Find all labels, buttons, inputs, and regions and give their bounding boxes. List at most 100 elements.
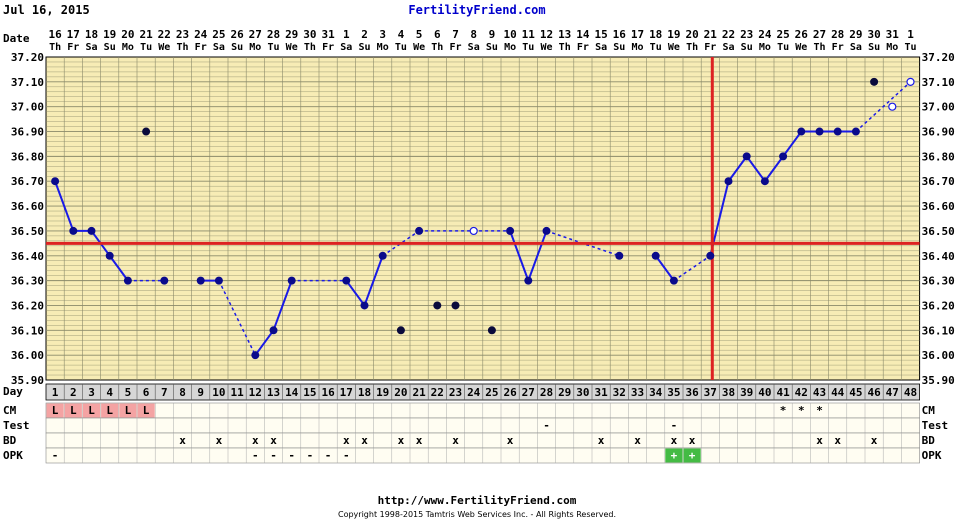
y-axis-left: 35.90 36.00 36.10 36.20 36.30 36.40 36.50 36.60… bbox=[11, 51, 44, 387]
temp-line-segment bbox=[764, 155, 784, 182]
row-cm-cell: L bbox=[70, 404, 77, 417]
row-cm-cell-highlight bbox=[101, 403, 119, 418]
weekday-label: Sa bbox=[468, 42, 480, 53]
temp-point-discarded bbox=[451, 301, 460, 310]
temp-point-discarded bbox=[142, 127, 151, 136]
date-label: 31 bbox=[886, 28, 900, 41]
cycle-day-label: 46 bbox=[867, 386, 881, 399]
footer-copyright: Copyright 1998-2015 Tamtris Web Services… bbox=[338, 510, 616, 519]
row-opk-cell: - bbox=[52, 449, 59, 462]
weekday-label: Su bbox=[613, 42, 625, 53]
row-cm-cell: L bbox=[143, 404, 150, 417]
cycle-day-label: 21 bbox=[412, 386, 426, 399]
date-label: 18 bbox=[85, 28, 98, 41]
weekday-label: Mo bbox=[759, 42, 771, 53]
cycle-day-label: 11 bbox=[230, 386, 244, 399]
temp-line-segment bbox=[54, 180, 75, 232]
row-bd-cell: x bbox=[270, 434, 277, 447]
cycle-day-label: 38 bbox=[722, 386, 735, 399]
cycle-day-label: 25 bbox=[485, 386, 498, 399]
y-tick-label: 36.50 bbox=[11, 225, 44, 238]
temp-point bbox=[742, 152, 751, 161]
weekday-label: We bbox=[795, 42, 807, 53]
cycle-day-label: 10 bbox=[212, 386, 225, 399]
date-label: 4 bbox=[398, 28, 405, 41]
cycle-day-label: 24 bbox=[467, 386, 481, 399]
cycle-day-label: 14 bbox=[285, 386, 299, 399]
row-bd-cell: x bbox=[252, 434, 259, 447]
y-tick-label: 36.80 bbox=[11, 150, 44, 163]
weekday-label: We bbox=[413, 42, 425, 53]
weekday-label: Fr bbox=[195, 42, 207, 53]
y-tick-label: 36.90 bbox=[11, 126, 44, 139]
cycle-day-label: 6 bbox=[143, 386, 150, 399]
date-label: 24 bbox=[758, 28, 772, 41]
date-label: 1 bbox=[343, 28, 350, 41]
y-axis-right: 35.90 36.00 36.10 36.20 36.30 36.40 36.50 36.60… bbox=[922, 51, 955, 387]
row-cm-cell-highlight bbox=[137, 403, 155, 418]
y-tick-label-right: 36.70 bbox=[922, 175, 955, 188]
date-label: 28 bbox=[831, 28, 844, 41]
weekday-label: Tu bbox=[904, 42, 916, 53]
cycle-day-label: 37 bbox=[704, 386, 717, 399]
day-row-label: Day bbox=[3, 385, 23, 398]
row-bd-cell: x bbox=[871, 434, 878, 447]
date-label: 20 bbox=[121, 28, 134, 41]
y-tick-label-right: 37.00 bbox=[922, 101, 955, 114]
temp-line-segment bbox=[509, 230, 530, 281]
row-bd-label: BD bbox=[3, 434, 17, 447]
row-bd-cell: x bbox=[398, 434, 405, 447]
temp-point bbox=[51, 177, 60, 186]
cycle-day-label: 5 bbox=[125, 386, 132, 399]
weekday-label: Th bbox=[813, 42, 825, 53]
row-opk-cell: - bbox=[252, 449, 259, 462]
temperature-points bbox=[51, 77, 915, 360]
date-label: 22 bbox=[722, 28, 735, 41]
date-label: 30 bbox=[303, 28, 316, 41]
cycle-day-label: 1 bbox=[52, 386, 59, 399]
cycle-day-label: 3 bbox=[88, 386, 95, 399]
weekday-label: Sa bbox=[850, 42, 862, 53]
row-opk-cell: + bbox=[671, 449, 678, 462]
temp-point bbox=[160, 276, 169, 285]
cycle-day-label: 16 bbox=[321, 386, 335, 399]
row-test-cell: - bbox=[671, 419, 678, 432]
plot-area bbox=[45, 56, 921, 381]
weekday-label: Su bbox=[741, 42, 753, 53]
temp-point-open bbox=[906, 77, 915, 86]
row-opk-cell: - bbox=[307, 449, 314, 462]
weekday-label: Th bbox=[559, 42, 571, 53]
date-label: 7 bbox=[452, 28, 459, 41]
temp-point bbox=[69, 226, 78, 235]
date-label: 17 bbox=[67, 28, 80, 41]
cycle-day-label: 31 bbox=[594, 386, 608, 399]
temp-gap-segment bbox=[673, 255, 711, 282]
row-opk-cell: - bbox=[288, 449, 295, 462]
y-tick-label-right: 36.40 bbox=[922, 250, 955, 263]
row-cm-cell: * bbox=[816, 404, 823, 417]
y-tick-label-right: 36.30 bbox=[922, 275, 955, 288]
temp-point bbox=[378, 251, 387, 260]
row-opk-cell: - bbox=[270, 449, 277, 462]
temp-line-segment bbox=[727, 155, 748, 182]
cycle-day-row: 1 2 3 4 5 6 7 8 9 10 11 12 13 14 15 16 17 18 19 20 21 22 23 24 2… bbox=[45, 383, 920, 401]
row-cm-label: CM bbox=[3, 404, 17, 417]
date-label: 11 bbox=[522, 28, 536, 41]
y-tick-label-right: 36.90 bbox=[922, 126, 955, 139]
date-label: 29 bbox=[849, 28, 862, 41]
cycle-day-label: 40 bbox=[758, 386, 771, 399]
temp-point bbox=[105, 251, 114, 260]
y-tick-label: 35.90 bbox=[11, 374, 44, 387]
footer-url[interactable]: http://www.FertilityFriend.com bbox=[378, 494, 577, 507]
y-tick-label-right: 36.50 bbox=[922, 225, 955, 238]
date-label: 30 bbox=[867, 28, 880, 41]
cycle-day-label: 41 bbox=[776, 386, 790, 399]
temp-point bbox=[506, 226, 515, 235]
row-cm-cell-highlight bbox=[46, 403, 64, 418]
site-title[interactable]: FertilityFriend.com bbox=[408, 3, 545, 17]
row-bd-cell: x bbox=[416, 434, 423, 447]
row-cm-cell-highlight bbox=[82, 403, 101, 418]
y-tick-label: 36.70 bbox=[11, 175, 44, 188]
weekday-label: Sa bbox=[595, 42, 607, 53]
cycle-day-label: 2 bbox=[70, 386, 77, 399]
